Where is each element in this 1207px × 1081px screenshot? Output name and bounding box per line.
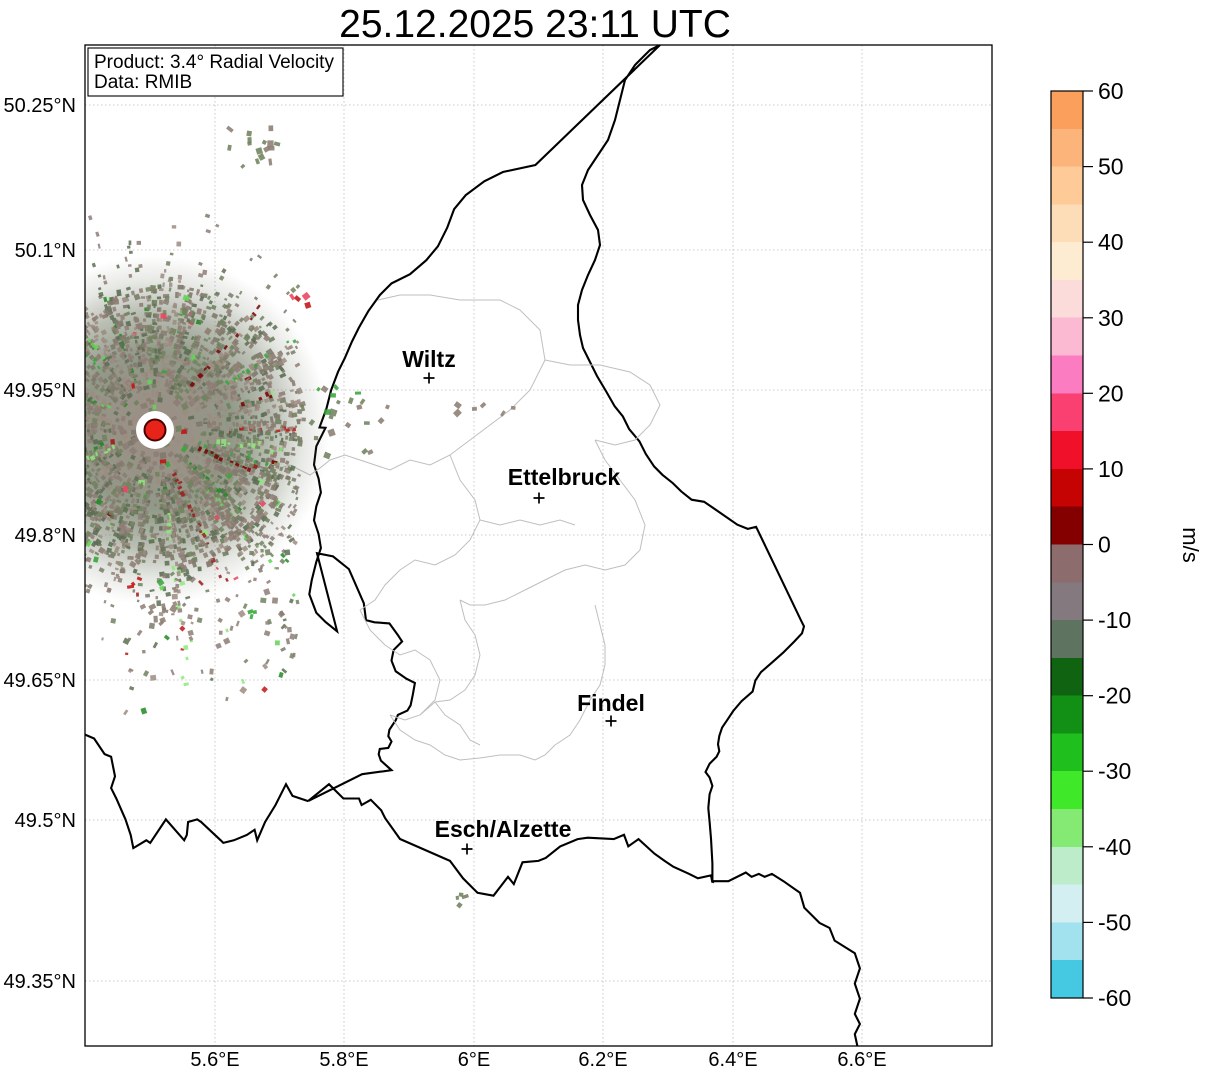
svg-text:-10: -10: [1098, 607, 1131, 633]
svg-text:-50: -50: [1098, 909, 1131, 935]
svg-text:0: 0: [1098, 532, 1111, 558]
svg-text:-30: -30: [1098, 758, 1131, 784]
svg-text:-60: -60: [1098, 985, 1131, 1011]
svg-text:20: 20: [1098, 380, 1124, 406]
svg-text:49.65°N: 49.65°N: [4, 670, 77, 692]
svg-text:6.4°E: 6.4°E: [708, 1049, 757, 1071]
svg-text:49.35°N: 49.35°N: [4, 971, 77, 993]
svg-text:49.95°N: 49.95°N: [4, 380, 77, 402]
svg-text:m/s: m/s: [1178, 527, 1203, 562]
svg-text:60: 60: [1098, 78, 1124, 104]
svg-text:40: 40: [1098, 229, 1124, 255]
svg-text:Findel: Findel: [577, 690, 645, 716]
svg-text:50: 50: [1098, 154, 1124, 180]
svg-text:-40: -40: [1098, 834, 1131, 860]
svg-text:6.6°E: 6.6°E: [837, 1049, 886, 1071]
svg-text:6°E: 6°E: [458, 1049, 490, 1071]
svg-text:30: 30: [1098, 305, 1124, 331]
svg-text:Esch/Alzette: Esch/Alzette: [435, 816, 572, 842]
svg-text:-20: -20: [1098, 683, 1131, 709]
svg-text:50.1°N: 50.1°N: [15, 240, 76, 262]
svg-text:25.12.2025 23:11 UTC: 25.12.2025 23:11 UTC: [339, 3, 731, 46]
svg-text:Ettelbruck: Ettelbruck: [508, 464, 621, 490]
svg-text:50.25°N: 50.25°N: [4, 95, 77, 117]
svg-text:49.8°N: 49.8°N: [15, 525, 76, 547]
svg-text:49.5°N: 49.5°N: [15, 810, 76, 832]
svg-text:Product: 3.4° Radial Velocity: Product: 3.4° Radial Velocity: [94, 52, 334, 73]
svg-text:5.6°E: 5.6°E: [190, 1049, 239, 1071]
svg-text:10: 10: [1098, 456, 1124, 482]
svg-text:5.8°E: 5.8°E: [319, 1049, 368, 1071]
svg-text:6.2°E: 6.2°E: [578, 1049, 627, 1071]
svg-text:Wiltz: Wiltz: [402, 346, 455, 372]
svg-text:Data: RMIB: Data: RMIB: [94, 72, 192, 93]
